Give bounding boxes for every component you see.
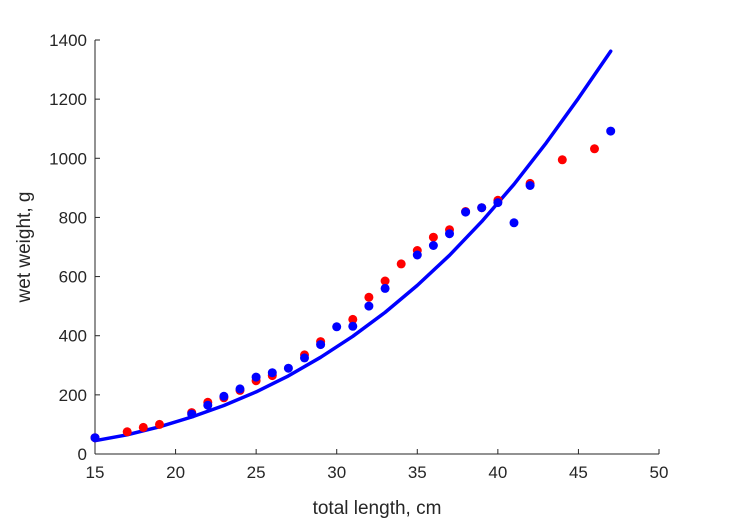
x-axis-label: total length, cm [313, 498, 442, 519]
y-axis-label: wet weight, g [14, 192, 35, 304]
y-tick-label: 1000 [49, 149, 87, 168]
scatter-point [90, 433, 100, 443]
scatter-point [380, 276, 390, 286]
scatter-point [348, 321, 358, 331]
y-tick-label: 600 [59, 268, 87, 287]
scatter-point [557, 155, 567, 165]
scatter-point [509, 218, 519, 228]
scatter-point [203, 400, 213, 410]
scatter-point [251, 372, 261, 382]
y-tick-label: 400 [59, 327, 87, 346]
scatter-point [348, 314, 358, 324]
scatter-point [493, 198, 503, 208]
scatter-point [316, 340, 326, 350]
x-tick-label: 35 [408, 463, 427, 482]
x-tick-label: 15 [86, 463, 105, 482]
scatter-point [412, 250, 422, 260]
scatter-point [477, 203, 487, 213]
y-tick-label: 800 [59, 208, 87, 227]
scatter-point [332, 322, 342, 332]
y-tick-label: 1400 [49, 31, 87, 50]
fit-curve-line [93, 49, 613, 443]
scatter-point [283, 363, 293, 373]
axes: 15 20 25 30 35 40 45 50 0 200 400 600 800 1000 1200 140… [49, 31, 668, 482]
scatter-point [219, 391, 229, 401]
scatter-point [267, 368, 277, 378]
scatter-point [364, 301, 374, 311]
scatter-point [396, 259, 406, 269]
y-tick-label: 0 [78, 445, 87, 464]
scatter-point [122, 427, 132, 437]
scatter-point [590, 144, 599, 154]
chart-marks [90, 49, 616, 443]
scatter-point [380, 283, 390, 293]
scatter-point [445, 229, 454, 239]
scatter-point [428, 241, 438, 250]
scatter-point [606, 126, 616, 136]
x-tick-label: 30 [327, 463, 346, 482]
scatter-point [138, 422, 148, 432]
x-tick-label: 40 [488, 463, 507, 482]
scatter-point [187, 409, 197, 419]
y-tick-label: 1200 [49, 90, 87, 109]
x-tick-label: 25 [247, 463, 266, 482]
y-tick-label: 200 [59, 386, 87, 405]
scatter-point [428, 232, 438, 242]
scatter-point [364, 292, 374, 302]
scatter-point [300, 353, 309, 363]
x-tick-label: 20 [166, 463, 185, 482]
x-tick-label: 45 [569, 463, 588, 482]
scatter-point [461, 207, 471, 217]
scatter-point [155, 419, 164, 429]
scatter-point [525, 181, 535, 190]
scatter-point [235, 384, 245, 394]
x-tick-label: 50 [650, 463, 669, 482]
